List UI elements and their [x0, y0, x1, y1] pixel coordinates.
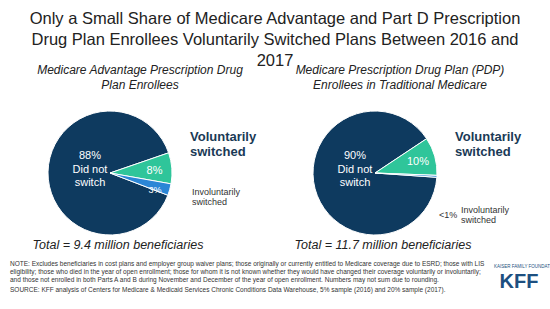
svg-text:88%: 88% [79, 149, 101, 161]
svg-text:switch: switch [340, 176, 371, 188]
svg-text:Did not: Did not [73, 163, 108, 175]
svg-text:10%: 10% [407, 155, 429, 167]
html-text:KFF: KFF [499, 270, 539, 292]
svg-text:Did not: Did not [338, 163, 373, 175]
svg-text:switched: switched [192, 197, 227, 207]
svg-text:switch: switch [75, 176, 106, 188]
svg-text:switched: switched [461, 215, 496, 225]
svg-text:Involuntarily: Involuntarily [192, 187, 241, 197]
html-text:Total = 9.4 million beneficiar: Total = 9.4 million beneficiaries [32, 238, 204, 252]
html-text:Only a Small Share of Medicare: Only a Small Share of Medicare Advantage… [29, 9, 521, 69]
svg-text:Involuntarily: Involuntarily [461, 205, 510, 215]
svg-text:Voluntarily: Voluntarily [455, 129, 522, 144]
svg-text:3%: 3% [148, 185, 161, 195]
svg-text:<1%: <1% [439, 210, 457, 220]
svg-text:90%: 90% [344, 149, 366, 161]
svg-text:switched: switched [455, 144, 511, 159]
svg-text:8%: 8% [147, 164, 163, 176]
svg-text:Voluntarily: Voluntarily [190, 129, 257, 144]
svg-text:switched: switched [190, 144, 246, 159]
html-text:NOTE: Excludes beneficiaries i: NOTE: Excludes beneficiaries in cost pla… [10, 260, 485, 283]
html-text:SOURCE: KFF analysis of Center: SOURCE: KFF analysis of Centers for Medi… [10, 286, 446, 293]
html-text:Total = 11.7 million beneficia: Total = 11.7 million beneficiaries [294, 238, 472, 252]
html-text:Medicare Prescription Drug Pla: Medicare Prescription Drug Plan (PDP) En… [295, 63, 505, 92]
html-text:Medicare Advantage Prescriptio: Medicare Advantage Prescription Drug Pla… [37, 63, 243, 92]
